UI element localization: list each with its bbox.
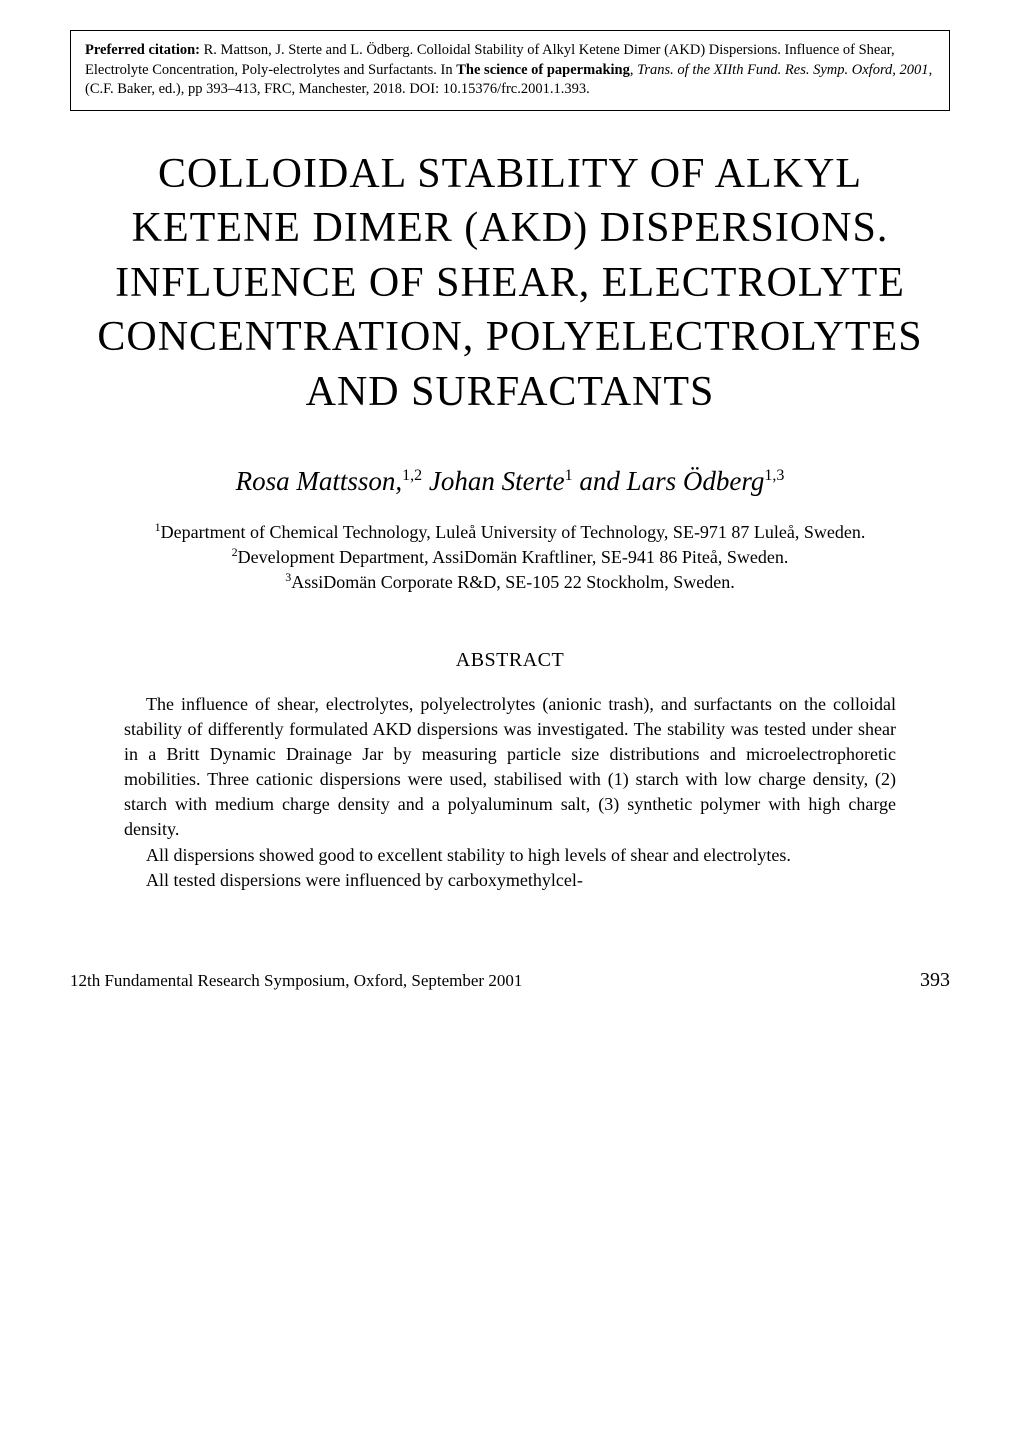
footer-venue: 12th Fundamental Research Symposium, Oxf… [70,971,522,991]
paper-title: COLLOIDAL STABILITY OF ALKYL KETENE DIME… [70,147,950,420]
author-2-name: Johan Sterte [429,466,565,496]
page-number: 393 [920,969,950,992]
abstract-paragraph-2: All dispersions showed good to excellent… [124,843,896,868]
authors-line: Rosa Mattsson,1,2 Johan Sterte1 and Lars… [70,466,950,497]
author-2-sup: 1 [565,467,573,484]
citation-book-title: The science of papermaking [456,62,630,78]
citation-authors: R. Mattson, J. Sterte and L. Ödberg. [204,42,414,58]
author-conj: and [579,466,626,496]
abstract-heading: ABSTRACT [70,649,950,672]
affiliation-1-text: Department of Chemical Technology, Luleå… [161,522,866,542]
citation-pages-publisher: pp 393–413, FRC, Manchester, 2018. [188,81,406,97]
author-3-sup: 1,3 [764,467,784,484]
author-1-name: Rosa Mattsson, [236,466,403,496]
affiliation-3-text: AssiDomän Corporate R&D, SE-105 22 Stock… [291,572,734,592]
citation-label: Preferred citation: [85,42,200,58]
page-footer: 12th Fundamental Research Symposium, Oxf… [70,969,950,992]
affiliation-2-text: Development Department, AssiDomän Kraftl… [238,547,789,567]
author-3-name: Lars Ödberg [627,466,765,496]
citation-doi: DOI: 10.15376/frc.2001.1.393. [409,81,589,97]
citation-in-prefix: In [441,62,457,78]
affiliations-block: 1Department of Chemical Technology, Lule… [70,519,950,595]
abstract-paragraph-1: The influence of shear, electrolytes, po… [124,692,896,843]
abstract-body: The influence of shear, electrolytes, po… [124,692,896,894]
citation-journal: Trans. of the XIIth Fund. Res. Symp. Oxf… [637,62,928,78]
abstract-paragraph-3: All tested dispersions were influenced b… [124,868,896,893]
citation-editor: (C.F. Baker, ed.), [85,81,184,97]
citation-box: Preferred citation: R. Mattson, J. Stert… [70,30,950,111]
author-1-sup: 1,2 [402,467,422,484]
